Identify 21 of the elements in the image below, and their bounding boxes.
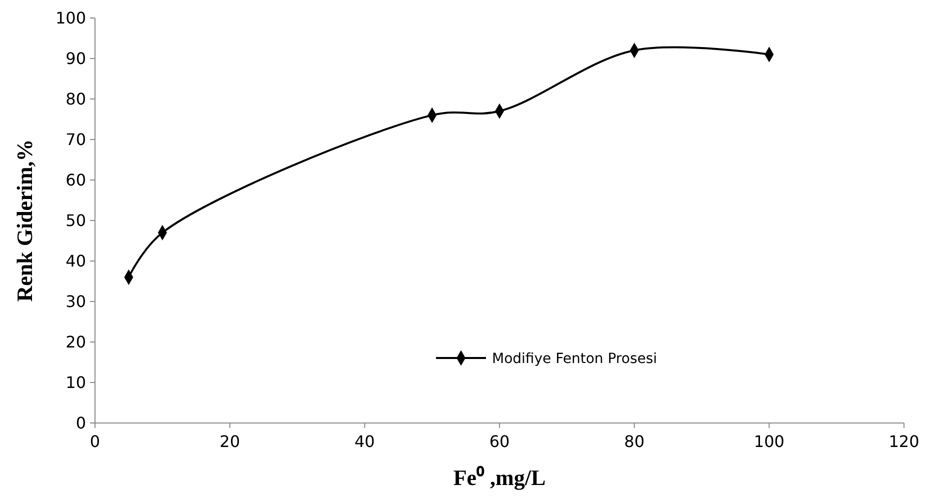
y-tick-label: 20: [66, 332, 86, 352]
y-tick-label: 40: [66, 252, 86, 271]
y-tick-label: 50: [66, 211, 86, 230]
y-tick-label: 30: [66, 292, 86, 312]
x-tick-label: 80: [624, 432, 645, 451]
x-tick-label: 60: [489, 432, 510, 451]
y-tick-label: 80: [66, 90, 86, 109]
legend-label: Modifiye Fenton Prosesi: [492, 350, 658, 367]
x-tick-label: 20: [220, 432, 240, 451]
x-tick-label: 100: [754, 432, 784, 451]
y-tick-label: 70: [66, 130, 86, 150]
y-tick-label: 90: [66, 49, 86, 68]
x-axis-title: Fe⁰ ,mg/L: [453, 465, 546, 490]
x-tick-label: 40: [354, 432, 375, 451]
y-tick-label: 10: [66, 373, 86, 392]
y-tick-label: 60: [66, 170, 86, 190]
y-axis-title: Renk Giderim,%: [12, 139, 37, 302]
y-tick-label: 100: [55, 8, 86, 28]
y-tick-label: 0: [76, 414, 86, 433]
x-tick-label: 0: [90, 432, 100, 451]
x-tick-label: 120: [888, 432, 920, 451]
